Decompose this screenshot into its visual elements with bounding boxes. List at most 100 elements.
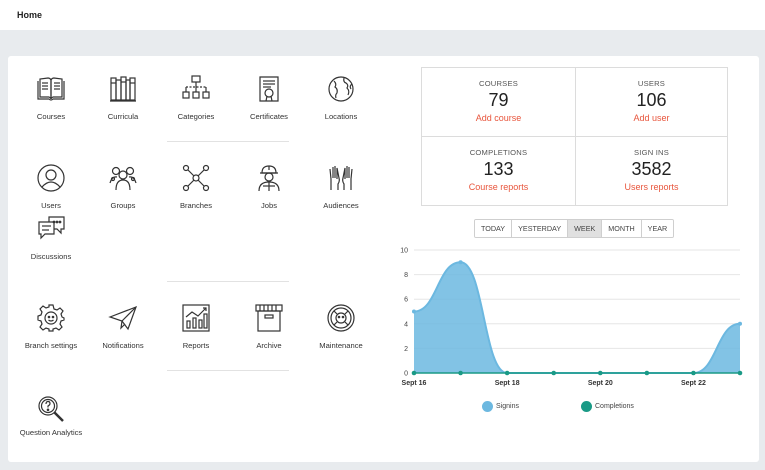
tile-maintenance[interactable]: Maintenance (304, 303, 378, 351)
tile-question-analytics[interactable]: Question Analytics (14, 394, 88, 438)
legend-swatch (581, 401, 592, 412)
stat-label: COURSES (479, 79, 518, 88)
signins-chart: 0 2 4 6 8 10 Sept 16 Sept 18 Sept 20 Sept 22 (400, 248, 743, 387)
x-tick-label: Sept 20 (588, 380, 613, 387)
tile-label: Users (41, 201, 61, 210)
y-tick-label: 10 (400, 248, 408, 255)
signins-point (412, 309, 416, 314)
completions-point (597, 370, 603, 376)
paper-plane-icon (108, 305, 138, 331)
archive-box-icon (255, 304, 283, 332)
tile-locations[interactable]: Locations (304, 74, 378, 122)
stat-value: 133 (483, 159, 514, 179)
tile-label: Locations (324, 112, 358, 121)
group-icon (109, 166, 137, 191)
completions-point (691, 370, 696, 376)
period-week-button[interactable]: WEEK (568, 220, 603, 237)
tile-label: Jobs (260, 201, 278, 210)
tile-certificates[interactable]: Certificates (232, 74, 306, 122)
tile-branch-settings[interactable]: Branch settings (14, 303, 88, 351)
tile-notifications[interactable]: Notifications (86, 303, 160, 351)
legend-label: Completions (595, 403, 634, 410)
completions-point (644, 370, 650, 376)
tile-label: Curricula (107, 112, 139, 121)
legend-completions[interactable]: Completions (581, 401, 634, 412)
stat-courses: COURSES 79 Add course (422, 68, 575, 137)
page-title: Home (17, 10, 43, 20)
tile-label: Certificates (250, 112, 288, 121)
chat-bubbles-icon (38, 216, 65, 240)
tile-curricula[interactable]: Curricula (86, 74, 160, 122)
chart-report-icon (182, 304, 210, 332)
dashboard-panel (8, 56, 759, 462)
stat-label: SIGN INS (634, 148, 669, 157)
period-year-button[interactable]: YEAR (641, 220, 674, 237)
tile-jobs[interactable]: Jobs (232, 163, 306, 211)
tile-groups[interactable]: Groups (86, 163, 160, 211)
stat-users: USERS 106 Add user (575, 68, 728, 137)
top-bar: Home (0, 0, 765, 30)
tile-archive[interactable]: Archive (232, 303, 306, 351)
tile-label: Notifications (102, 341, 144, 350)
user-icon (37, 164, 65, 192)
divider (167, 141, 289, 142)
globe-icon (328, 76, 354, 102)
legend-label: Signins (496, 403, 519, 410)
add-course-link[interactable]: Add course (475, 113, 522, 123)
period-toggle: TODAY YESTERDAY WEEK MONTH YEAR (474, 219, 675, 238)
book-icon (37, 77, 65, 101)
legend-signins[interactable]: Signins (482, 401, 519, 412)
tile-courses[interactable]: Courses (14, 74, 88, 122)
lifebuoy-icon (327, 304, 355, 332)
completions-point (458, 370, 463, 376)
completions-point (411, 370, 417, 376)
stat-value: 106 (636, 90, 667, 110)
certificate-icon (259, 76, 279, 102)
period-month-button[interactable]: MONTH (602, 220, 642, 237)
y-tick-label: 0 (404, 371, 408, 378)
stat-sign-ins: SIGN INS 3582 Users reports (575, 137, 728, 206)
tile-users[interactable]: Users (14, 163, 88, 211)
completions-point (737, 370, 743, 376)
course-reports-link[interactable]: Course reports (468, 182, 529, 192)
tile-label: Maintenance (319, 341, 363, 350)
raised-hands-icon (329, 166, 353, 190)
period-today-button[interactable]: TODAY (475, 220, 513, 237)
divider (422, 136, 727, 137)
tile-branches[interactable]: Branches (159, 163, 233, 211)
x-tick-label: Sept 16 (402, 380, 427, 387)
gear-icon (37, 304, 65, 332)
y-tick-label: 2 (404, 346, 408, 353)
users-reports-link[interactable]: Users reports (624, 182, 679, 192)
tile-audiences[interactable]: Audiences (304, 163, 378, 211)
tile-label: Branches (179, 201, 213, 210)
tile-categories[interactable]: Categories (159, 74, 233, 122)
x-tick-label: Sept 18 (495, 380, 520, 387)
tile-label: Archive (256, 341, 282, 350)
tile-label: Courses (36, 112, 66, 121)
completions-point (504, 370, 510, 376)
stat-label: COMPLETIONS (469, 148, 528, 157)
stat-label: USERS (637, 79, 666, 88)
y-tick-label: 8 (404, 272, 408, 279)
stat-completions: COMPLETIONS 133 Course reports (422, 137, 575, 206)
divider (167, 370, 289, 371)
signins-point (738, 321, 742, 326)
tile-label: Audiences (323, 201, 359, 210)
period-yesterday-button[interactable]: YESTERDAY (512, 220, 569, 237)
tile-label: Branch settings (24, 341, 78, 350)
stat-value: 79 (488, 90, 509, 110)
y-tick-label: 6 (404, 297, 408, 304)
tile-label: Groups (110, 201, 136, 210)
network-icon (182, 164, 210, 192)
tile-discussions[interactable]: Discussions (14, 214, 88, 262)
signins-point (458, 260, 463, 265)
y-tick-label: 4 (404, 321, 408, 328)
tile-reports[interactable]: Reports (159, 303, 233, 351)
tile-label: Categories (177, 112, 215, 121)
x-tick-label: Sept 22 (681, 380, 706, 387)
stat-value: 3582 (631, 159, 672, 179)
add-user-link[interactable]: Add user (633, 113, 670, 123)
question-search-icon (38, 396, 64, 422)
legend-swatch (482, 401, 493, 412)
